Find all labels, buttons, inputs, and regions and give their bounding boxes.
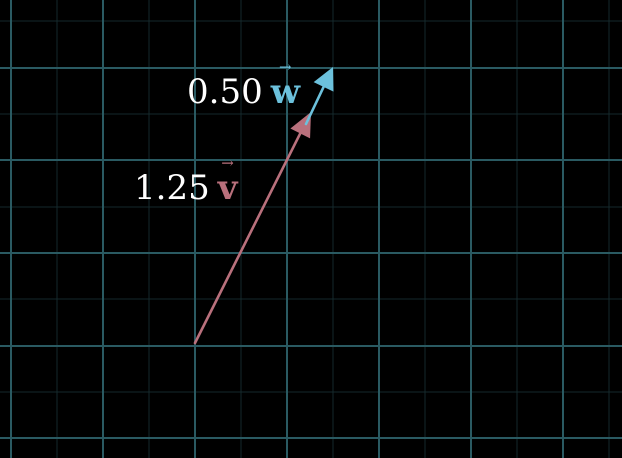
label-scaled-w: 0.50 w → <box>187 60 300 112</box>
vector-scaled-w-head <box>313 67 334 92</box>
vector-scaled-w-shaft <box>304 85 325 126</box>
label-v-letter: v <box>217 168 238 208</box>
label-w-coefficient: 0.50 <box>187 72 263 112</box>
label-w-arrow: → <box>279 58 292 76</box>
label-w-letter: w <box>270 72 300 112</box>
vectors <box>193 67 334 345</box>
label-v-arrow: → <box>221 154 234 172</box>
label-w-symbol: w → <box>270 60 300 112</box>
label-scaled-v: 1.25 v → <box>134 156 238 208</box>
vector-scaled-v-head <box>290 112 311 139</box>
label-v-coefficient: 1.25 <box>134 168 210 208</box>
label-v-symbol: v → <box>217 156 238 208</box>
vector-scaled-v-shaft <box>193 132 302 345</box>
